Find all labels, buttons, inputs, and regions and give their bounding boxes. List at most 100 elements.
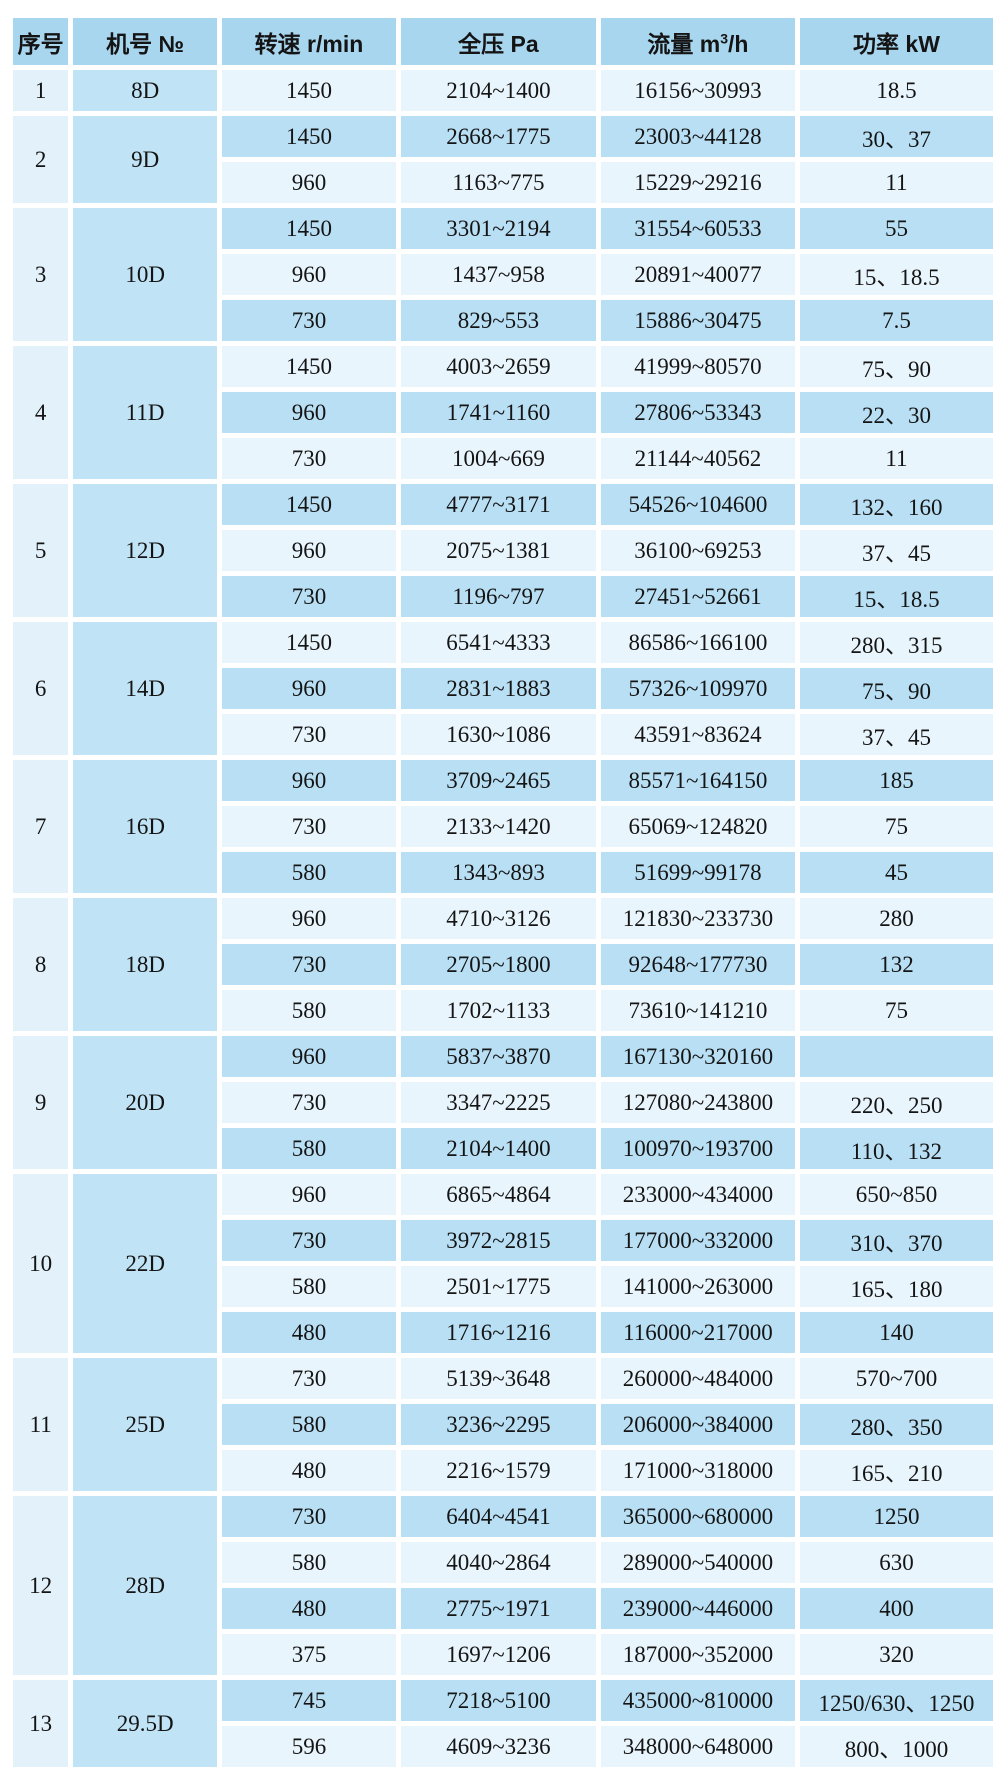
speed-cell: 730	[222, 438, 396, 479]
flow-cell: 16156~30993	[600, 70, 795, 111]
model-number-cell: 28D	[73, 1496, 218, 1675]
power-cell: 75	[799, 990, 993, 1031]
speed-cell: 480	[222, 1588, 396, 1629]
pressure-cell: 1004~669	[400, 438, 596, 479]
table-row: 730 1004~669 21144~40562 11	[13, 438, 993, 479]
power-cell: 220、250	[799, 1082, 993, 1123]
pressure-cell: 1741~1160	[400, 392, 596, 433]
pressure-cell: 2075~1381	[400, 530, 596, 571]
power-cell: 1250/630、1250	[799, 1680, 993, 1721]
flow-cell: 100970~193700	[600, 1128, 795, 1169]
power-cell: 22、30	[799, 392, 993, 433]
serial-number-cell: 3	[13, 208, 69, 341]
pressure-cell: 2501~1775	[400, 1266, 596, 1307]
table-row: 730 829~553 15886~30475 7.5	[13, 300, 993, 341]
flow-cell: 27806~53343	[600, 392, 795, 433]
flow-cell: 239000~446000	[600, 1588, 795, 1629]
model-number-cell: 29.5D	[73, 1680, 218, 1767]
flow-cell: 15886~30475	[600, 300, 795, 341]
power-cell: 75、90	[799, 668, 993, 709]
table-row: 3 10D 1450 3301~2194 31554~60533 55	[13, 208, 993, 341]
table-row: 10 22D 960 6865~4864 233000~434000 650~850	[13, 1174, 993, 1353]
power-cell: 650~850	[799, 1174, 993, 1215]
table-row: 580 2501~1775 141000~263000 165、180	[13, 1266, 993, 1307]
speed-cell: 1450	[222, 484, 396, 525]
pressure-cell: 2775~1971	[400, 1588, 596, 1629]
pressure-cell: 1697~1206	[400, 1634, 596, 1675]
flow-cell: 15229~29216	[600, 162, 795, 203]
table-row: 960 2075~1381 36100~69253 37、45	[13, 530, 993, 571]
table-row: 960 2831~1883 57326~109970 75、90	[13, 668, 993, 709]
pressure-cell: 3347~2225	[400, 1082, 596, 1123]
table-row: 580 1702~1133 73610~141210 75	[13, 990, 993, 1031]
pressure-cell: 6541~4333	[400, 622, 596, 663]
column-header-flow: 流量 m3/h	[600, 18, 795, 65]
power-cell	[799, 1036, 993, 1077]
speed-cell: 960	[222, 1174, 396, 1215]
power-cell: 800、1000	[799, 1726, 993, 1767]
flow-cell: 116000~217000	[600, 1312, 795, 1353]
power-cell: 15、18.5	[799, 576, 993, 617]
speed-cell: 730	[222, 714, 396, 755]
model-number-cell: 11D	[73, 346, 218, 479]
table-row: 730 3347~2225 127080~243800 220、250	[13, 1082, 993, 1123]
pressure-cell: 6865~4864	[400, 1174, 596, 1215]
power-cell: 132、160	[799, 484, 993, 525]
column-header-index: 序号	[13, 18, 69, 65]
speed-cell: 730	[222, 1496, 396, 1537]
table-row: 480 2216~1579 171000~318000 165、210	[13, 1450, 993, 1491]
pressure-cell: 7218~5100	[400, 1680, 596, 1721]
power-cell: 185	[799, 760, 993, 801]
model-number-cell: 10D	[73, 208, 218, 341]
table-row: 730 1630~1086 43591~83624 37、45	[13, 714, 993, 755]
power-cell: 55	[799, 208, 993, 249]
table-row: 960 1437~958 20891~40077 15、18.5	[13, 254, 993, 295]
table-row: 730 2133~1420 65069~124820 75	[13, 806, 993, 847]
model-number-cell: 20D	[73, 1036, 218, 1169]
power-cell: 75	[799, 806, 993, 847]
serial-number-cell: 1	[13, 70, 69, 111]
power-cell: 140	[799, 1312, 993, 1353]
speed-cell: 960	[222, 392, 396, 433]
model-number-cell: 18D	[73, 898, 218, 1031]
header-row: 序号 机号 № 转速 r/min 全压 Pa 流量 m3/h 功率 kW	[13, 18, 993, 65]
table-row: 960 1741~1160 27806~53343 22、30	[13, 392, 993, 433]
model-number-cell: 22D	[73, 1174, 218, 1353]
speed-cell: 960	[222, 162, 396, 203]
serial-number-cell: 12	[13, 1496, 69, 1675]
speed-cell: 580	[222, 1266, 396, 1307]
pressure-cell: 4777~3171	[400, 484, 596, 525]
serial-number-cell: 5	[13, 484, 69, 617]
table-row: 13 29.5D 745 7218~5100 435000~810000 1250/630…	[13, 1680, 993, 1767]
table-row: 2 9D 1450 2668~1775 23003~44128 30、37	[13, 116, 993, 203]
flow-cell: 233000~434000	[600, 1174, 795, 1215]
power-cell: 630	[799, 1542, 993, 1583]
speed-cell: 580	[222, 1128, 396, 1169]
speed-cell: 1450	[222, 622, 396, 663]
speed-cell: 960	[222, 530, 396, 571]
column-header-pressure: 全压 Pa	[400, 18, 596, 65]
flow-cell: 206000~384000	[600, 1404, 795, 1445]
flow-cell: 73610~141210	[600, 990, 795, 1031]
pressure-cell: 3301~2194	[400, 208, 596, 249]
pressure-cell: 2668~1775	[400, 116, 596, 157]
table-row: 580 2104~1400 100970~193700 110、132	[13, 1128, 993, 1169]
table-row: 960 1163~775 15229~29216 11	[13, 162, 993, 203]
pressure-cell: 4710~3126	[400, 898, 596, 939]
flow-label-suffix: /h	[728, 30, 749, 57]
power-cell: 320	[799, 1634, 993, 1675]
table-row: 9 20D 960 5837~3870 167130~320160	[13, 1036, 993, 1169]
speed-cell: 730	[222, 1082, 396, 1123]
serial-number-cell: 8	[13, 898, 69, 1031]
flow-cell: 92648~177730	[600, 944, 795, 985]
table-row: 12 28D 730 6404~4541 365000~680000 1250	[13, 1496, 993, 1675]
pressure-cell: 2104~1400	[400, 1128, 596, 1169]
power-cell: 110、132	[799, 1128, 993, 1169]
model-number-cell: 12D	[73, 484, 218, 617]
table-row: 580 1343~893 51699~99178 45	[13, 852, 993, 893]
model-number-cell: 8D	[73, 70, 218, 111]
power-cell: 1250	[799, 1496, 993, 1537]
flow-cell: 54526~104600	[600, 484, 795, 525]
power-cell: 11	[799, 162, 993, 203]
